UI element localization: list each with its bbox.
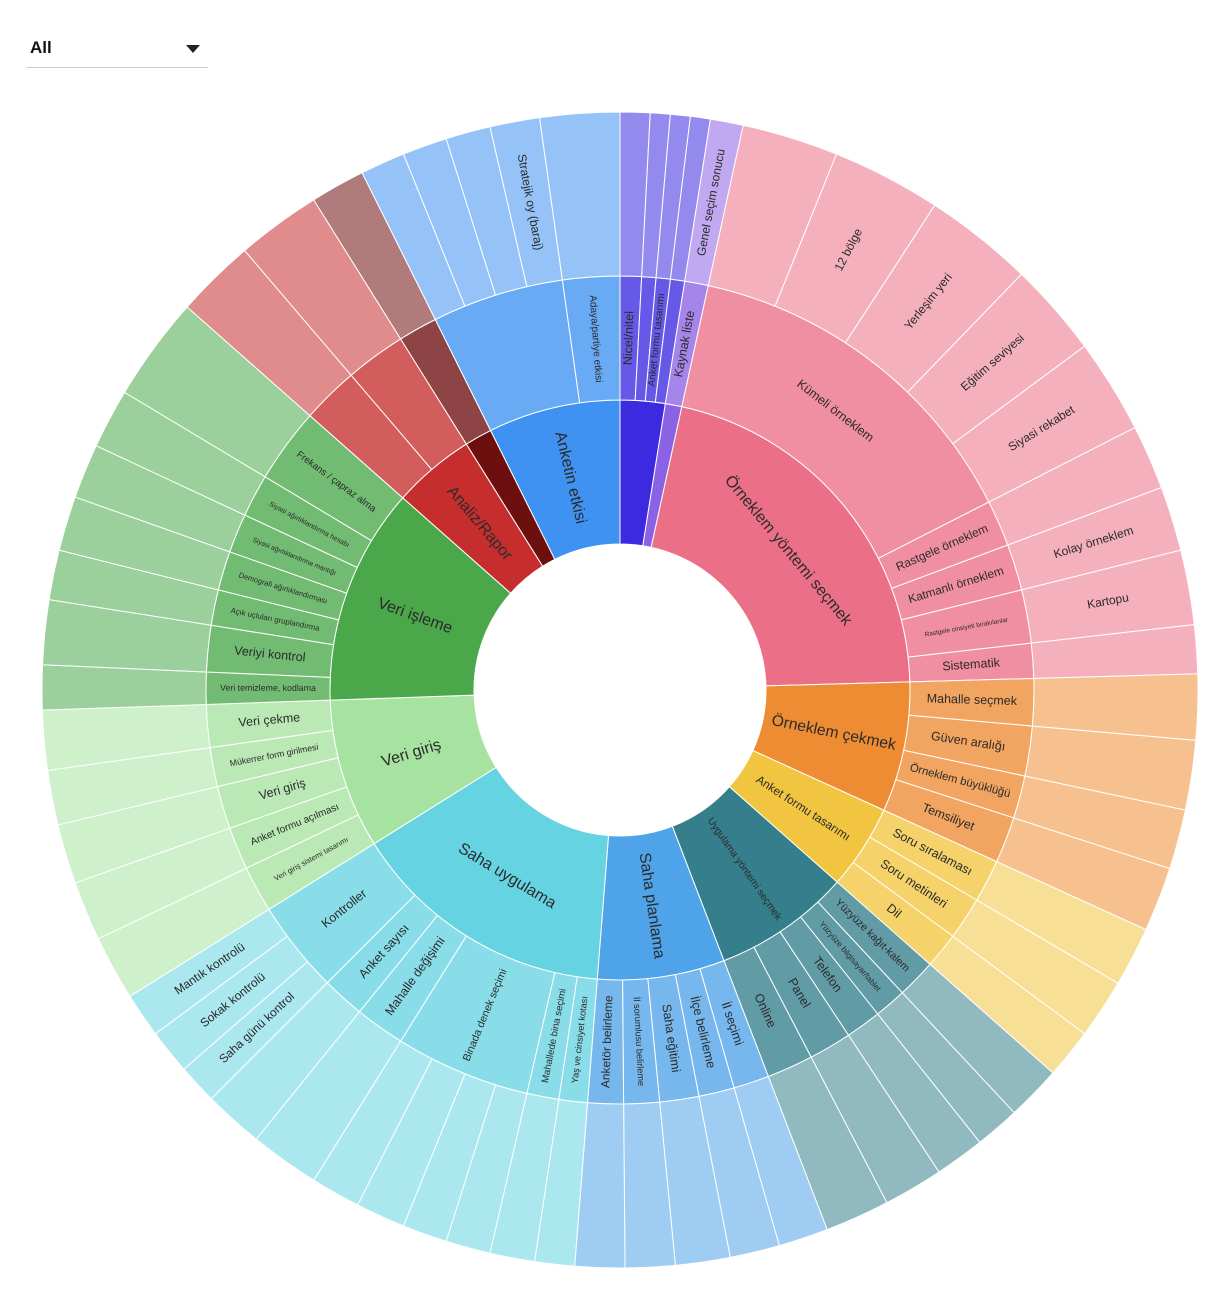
chevron-down-icon <box>186 45 200 53</box>
sunburst-center[interactable] <box>474 544 766 836</box>
sunburst-segment-unlabeled[interactable] <box>41 664 207 711</box>
filter-dropdown[interactable]: All <box>26 30 208 68</box>
filter-selected-value: All <box>30 38 52 57</box>
sunburst-segment-genel-secim-sonucu[interactable] <box>684 118 744 287</box>
